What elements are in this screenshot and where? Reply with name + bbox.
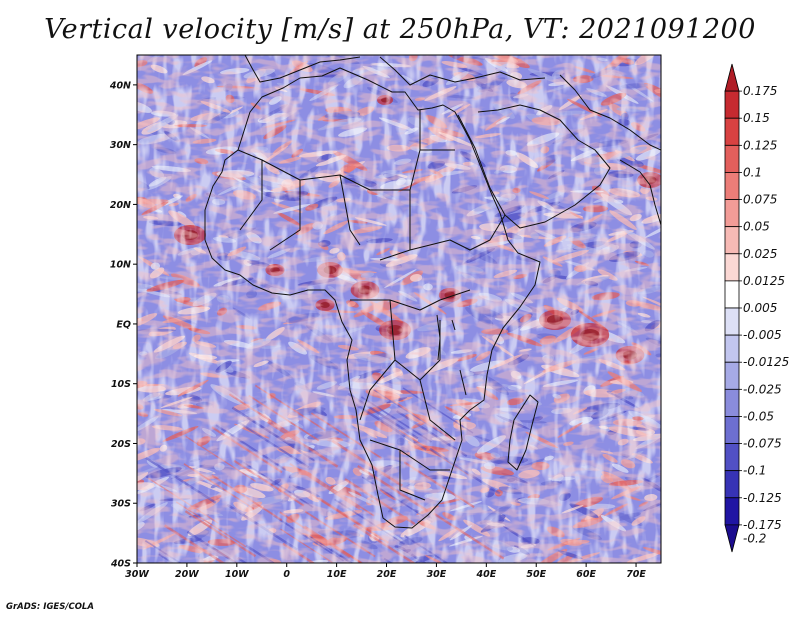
lat-tick-label: 10S	[111, 379, 131, 390]
colorbar: 0.175 0.15 0.125 0.1 0.075 0.05 0.025 0.0125 0.0…	[724, 63, 789, 553]
lon-tick-label: 0	[283, 569, 290, 580]
borders-north	[237, 110, 506, 261]
lon-tick-label: 50E	[526, 569, 546, 580]
lat-tick-label: 40S	[110, 559, 131, 570]
colorbar-label: -0.1	[743, 464, 766, 478]
colorbar-swatch	[724, 443, 740, 472]
colorbar-swatch	[724, 90, 740, 119]
colorbar-label: 0.15	[743, 111, 770, 125]
longitude-axis: 30W 20W 10W 0 10E 20E 30E 40E 50E 60E 70E	[125, 563, 646, 580]
latitude-axis: 40N 30N 20N 10N EQ 10S 20S 30S 40S	[109, 80, 137, 570]
colorbar-swatch	[724, 199, 740, 228]
colorbar-swatch	[724, 144, 740, 173]
lat-tick-label: 30N	[110, 140, 131, 151]
colorbar-swatch	[724, 524, 740, 553]
colorbar-label: -0.05	[743, 409, 774, 423]
colorbar-swatch	[724, 253, 740, 282]
colorbar-swatch	[724, 388, 740, 417]
colorbar-swatch	[724, 63, 740, 92]
plot-frame	[136, 54, 662, 564]
colorbar-label: 0.175	[743, 84, 777, 98]
colorbar-swatch	[724, 361, 740, 390]
colorbar-label: -0.125	[743, 491, 782, 505]
lat-tick-label: EQ	[116, 319, 131, 330]
colorbar-label: 0.025	[743, 247, 777, 261]
footer-credit: GrADS: IGES/COLA	[6, 602, 94, 612]
africa-coastline	[204, 67, 541, 529]
colorbar-label: 0.075	[743, 193, 777, 207]
lon-tick-label: 10W	[225, 569, 249, 580]
colorbar-label: 0.05	[743, 220, 770, 234]
colorbar-label: -0.025	[743, 382, 782, 396]
lat-tick-label: 20N	[110, 200, 131, 211]
colorbar-swatch	[724, 497, 740, 526]
colorbar-swatch	[724, 334, 740, 363]
colorbar-label: -0.075	[743, 437, 782, 451]
colorbar-label: -0.175	[743, 518, 782, 532]
colorbar-label: 0.0125	[743, 274, 785, 288]
colorbar-label: -0.005	[743, 328, 782, 342]
colorbar-swatch	[724, 117, 740, 146]
lakes	[436, 314, 467, 396]
colorbar-swatch	[724, 172, 740, 200]
lat-tick-label: 30S	[111, 499, 131, 510]
lon-tick-label: 40E	[475, 569, 496, 580]
lon-tick-label: 60E	[576, 569, 596, 580]
lon-tick-label: 30E	[427, 569, 447, 580]
india-coastline	[619, 159, 661, 226]
arabia-coastline	[457, 104, 611, 229]
lon-tick-label: 30W	[125, 569, 149, 580]
colorbar-swatch	[724, 307, 740, 336]
colorbar-label: -0.0125	[743, 355, 789, 369]
colorbar-swatch	[724, 226, 740, 255]
lat-tick-label: 10N	[110, 260, 131, 271]
colorbar-swatch	[724, 416, 740, 444]
lon-tick-label: 70E	[626, 569, 646, 580]
lon-tick-label: 10E	[327, 569, 347, 580]
colorbar-swatch	[724, 470, 740, 499]
colorbar-label: 0.005	[743, 301, 777, 315]
colorbar-swatch	[724, 280, 740, 309]
colorbar-label: 0.125	[743, 138, 777, 152]
colorbar-label: -0.2	[743, 531, 766, 545]
coastlines-borders	[204, 55, 661, 529]
velocity-field	[137, 55, 661, 563]
europe-coastline	[244, 55, 661, 151]
borders-south	[350, 289, 471, 501]
chart-title: Vertical velocity [m/s] at 250hPa, VT: 2…	[44, 14, 756, 45]
lat-tick-label: 20S	[111, 439, 131, 450]
lat-tick-label: 40N	[109, 80, 131, 91]
lon-tick-label: 20W	[175, 569, 199, 580]
madagascar-coastline	[507, 394, 539, 471]
lon-tick-label: 20E	[377, 569, 397, 580]
colorbar-label: 0.1	[743, 165, 762, 179]
